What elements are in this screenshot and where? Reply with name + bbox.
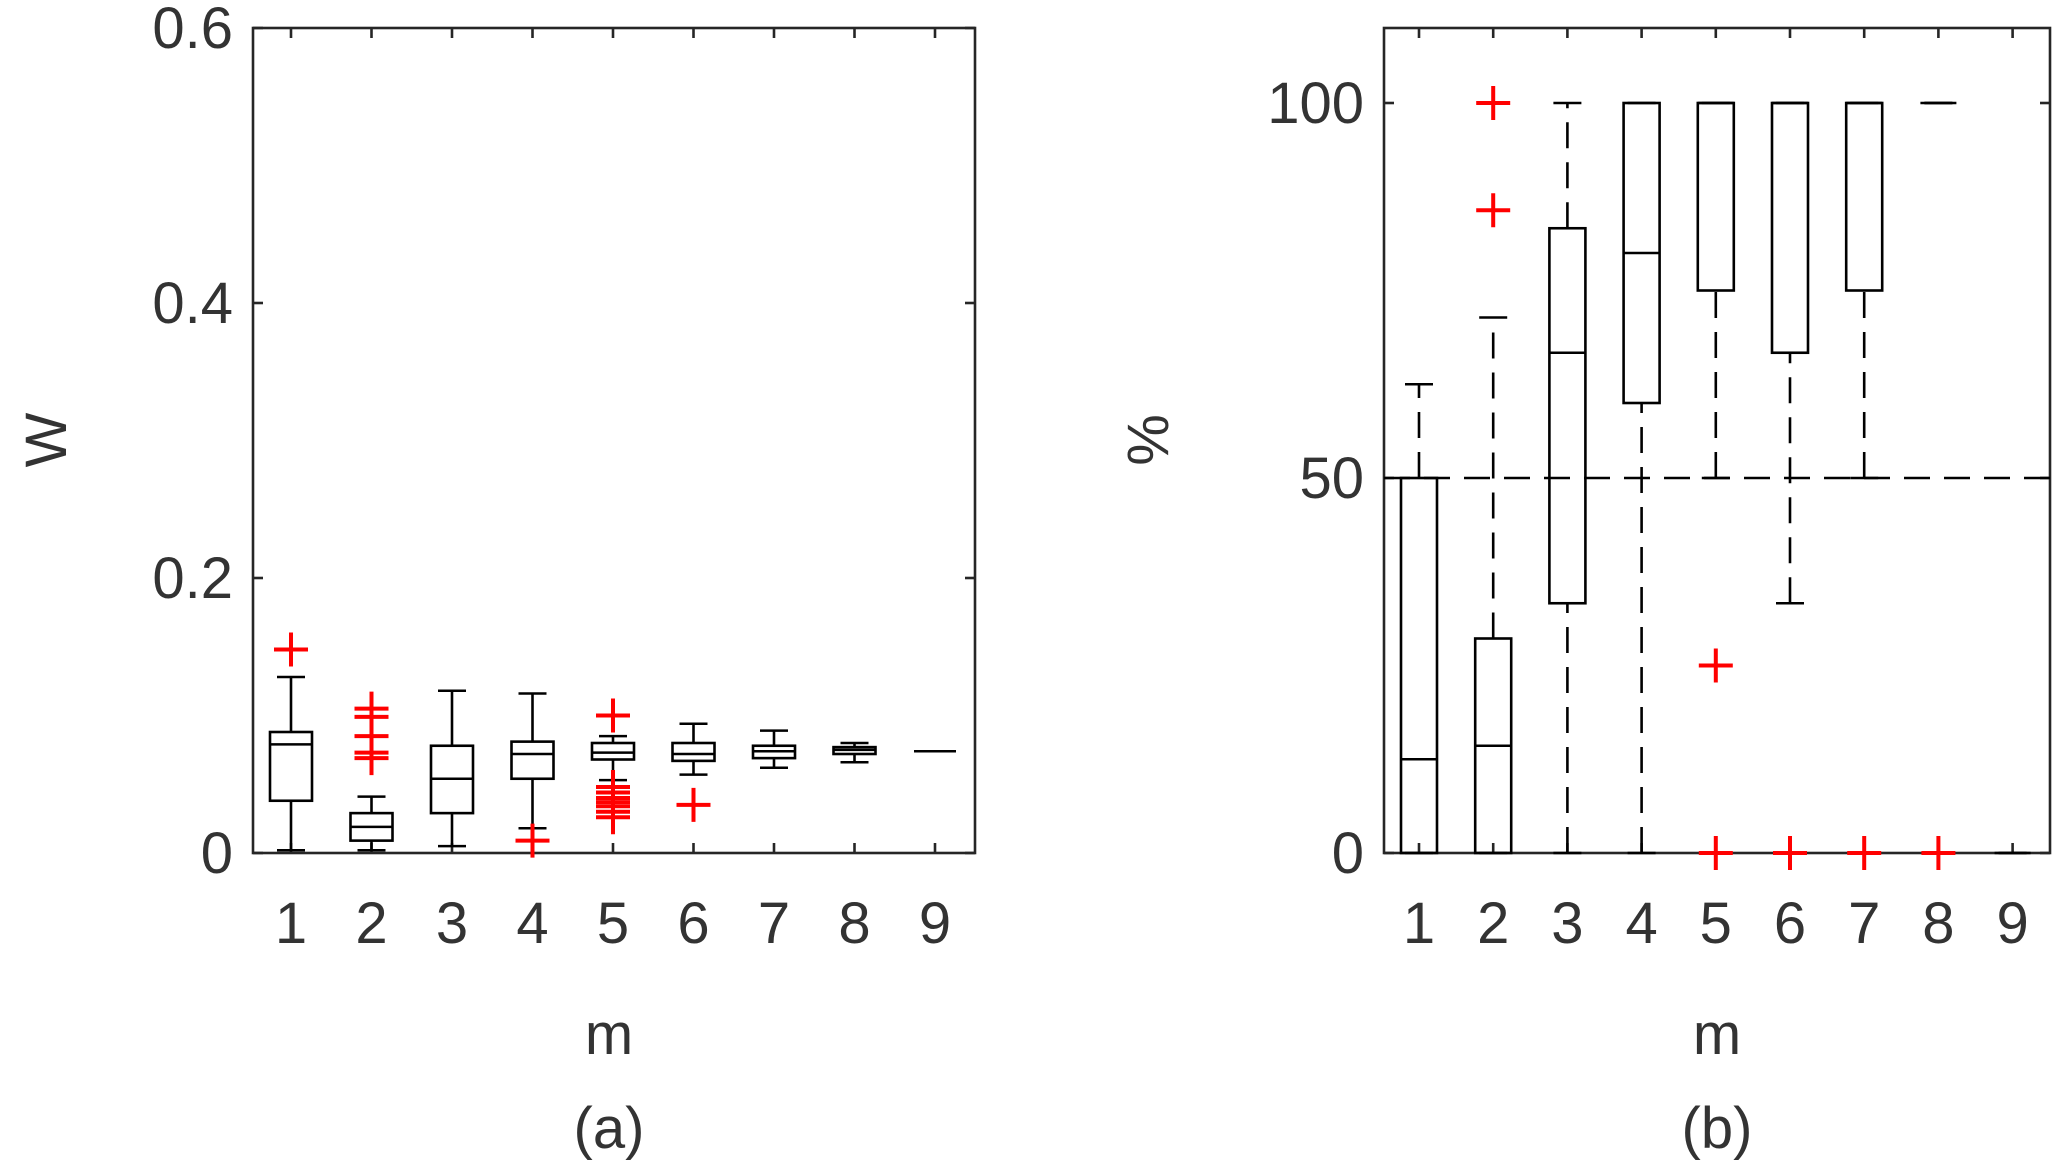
box-1 (1399, 382, 1439, 855)
box-5 (1696, 101, 1736, 870)
x-tick-label: 1 (275, 891, 307, 956)
outlier-marker (1773, 836, 1807, 870)
y-tick-label: 0.4 (152, 271, 233, 336)
x-tick-label: 1 (1403, 891, 1435, 956)
outlier-marker (596, 698, 630, 733)
x-tick-label: 8 (838, 891, 870, 956)
y-tick-label: 50 (1299, 446, 1364, 511)
x-tick-label: 4 (516, 891, 548, 956)
x-tick-label: 9 (919, 891, 951, 956)
x-tick-label: 2 (1477, 891, 1509, 956)
panel-caption-a: (a) (574, 1096, 645, 1161)
box-8 (1920, 101, 1957, 870)
y-tick-label: 0.6 (152, 0, 233, 61)
box-6 (1770, 101, 1810, 870)
outlier-marker (1698, 836, 1733, 870)
outlier-marker (1921, 836, 1956, 870)
iqr-box (1696, 101, 1736, 292)
box-1 (268, 632, 314, 852)
iqr-box (1399, 476, 1439, 855)
box-2 (349, 691, 394, 852)
outlier-marker (596, 800, 630, 835)
x-axis-label-b: m (1693, 1002, 1741, 1067)
y-tick-label: 0 (201, 821, 233, 886)
box-3 (1548, 101, 1587, 855)
x-tick-label: 7 (1848, 891, 1880, 956)
y-axis-label-a: W (14, 412, 79, 467)
y-axis-label-b: % (1116, 414, 1181, 466)
iqr-box (1548, 226, 1587, 605)
x-tick-label: 3 (436, 891, 468, 956)
y-axis-ticks-b: 0 50 100 (1267, 71, 2050, 886)
x-tick-label: 9 (1996, 891, 2028, 956)
boxes-a (268, 632, 956, 858)
x-tick-label: 7 (758, 891, 790, 956)
x-tick-label: 8 (1922, 891, 1954, 956)
outlier-marker (1847, 836, 1882, 870)
panel-caption-b: (b) (1682, 1096, 1753, 1161)
box-5 (590, 698, 636, 835)
box-4 (1622, 101, 1661, 855)
box-3 (429, 689, 475, 848)
iqr-box (1844, 101, 1884, 292)
outlier-marker (1476, 193, 1511, 228)
x-axis-label-a: m (585, 1002, 633, 1067)
outlier-marker (274, 632, 308, 667)
x-tick-label: 6 (677, 891, 709, 956)
outlier-marker (676, 787, 711, 822)
x-tick-label: 2 (355, 891, 387, 956)
y-axis-ticks-a: 0 0.2 0.4 0.6 (152, 0, 975, 886)
box-4 (510, 692, 555, 858)
box-7 (1844, 101, 1884, 870)
outlier-marker (1476, 86, 1511, 120)
iqr-box (1770, 101, 1810, 355)
box-6 (671, 722, 716, 822)
x-tick-label: 5 (597, 891, 629, 956)
y-tick-label: 100 (1267, 71, 1364, 136)
outlier-marker (354, 691, 389, 726)
iqr-box (590, 741, 636, 761)
iqr-box (268, 730, 314, 803)
box-2 (1473, 86, 1513, 855)
box-8 (832, 741, 877, 764)
y-tick-label: 0 (1332, 821, 1364, 886)
plot-area-b (1382, 26, 2052, 855)
outlier-marker (1698, 648, 1733, 683)
x-tick-label: 3 (1551, 891, 1583, 956)
iqr-box (671, 741, 716, 763)
iqr-box (510, 740, 555, 781)
x-tick-label: 6 (1774, 891, 1806, 956)
y-tick-label: 0.2 (152, 546, 233, 611)
boxes-b (1399, 86, 2031, 870)
x-tick-label: 4 (1625, 891, 1657, 956)
box-7 (751, 729, 797, 770)
x-tick-label: 5 (1700, 891, 1732, 956)
outlier-marker (515, 823, 550, 858)
